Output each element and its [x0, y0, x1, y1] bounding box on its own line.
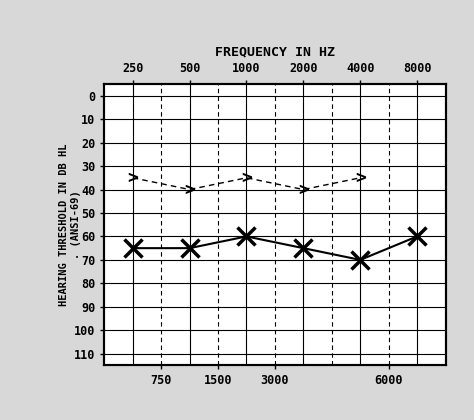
- Text: >: >: [355, 169, 365, 187]
- Text: >: >: [128, 169, 138, 187]
- Y-axis label: HEARING THRESHOLD IN DB HL
. (ANSI-69): HEARING THRESHOLD IN DB HL . (ANSI-69): [59, 144, 81, 306]
- X-axis label: FREQUENCY IN HZ: FREQUENCY IN HZ: [215, 45, 335, 58]
- Text: >: >: [298, 181, 309, 199]
- Text: >: >: [184, 181, 195, 199]
- Text: >: >: [241, 169, 252, 187]
